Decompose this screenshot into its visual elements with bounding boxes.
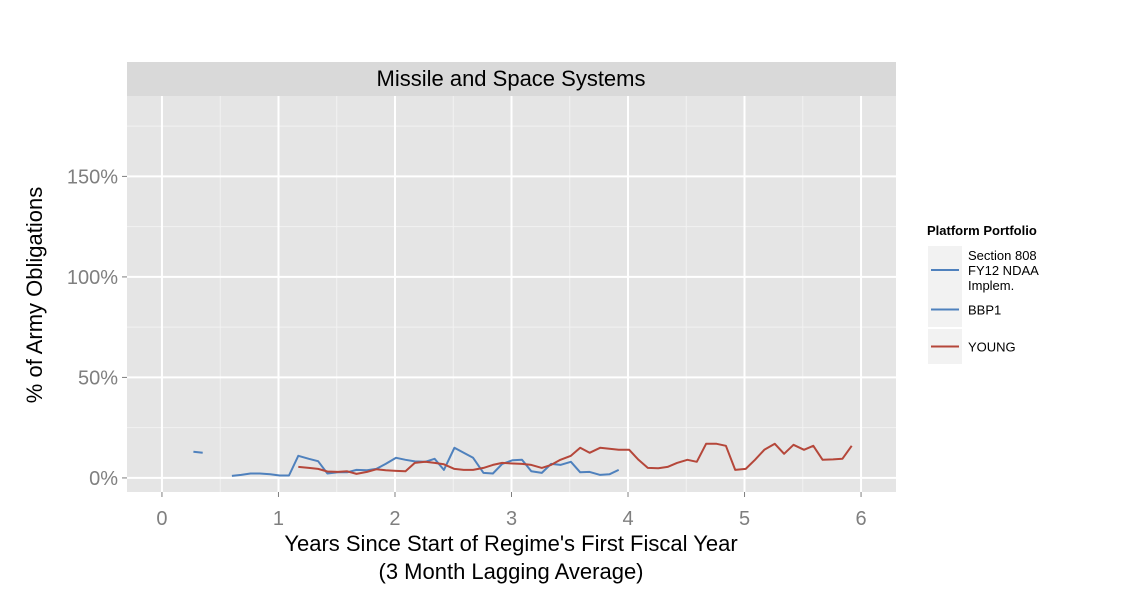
y-axis-title: % of Army Obligations xyxy=(22,187,47,403)
x-axis-title-line-2: (3 Month Lagging Average) xyxy=(379,559,644,584)
y-tick-label: 150% xyxy=(67,166,118,188)
major-gridlines xyxy=(127,96,896,492)
x-tick-label: 0 xyxy=(156,508,167,530)
y-tick-label: 0% xyxy=(89,468,118,490)
series-line-3 xyxy=(298,442,853,475)
x-tick-label: 3 xyxy=(506,508,517,530)
x-tick-label: 6 xyxy=(855,508,866,530)
chart-title: Missile and Space Systems xyxy=(377,66,646,91)
legend-label: FY12 NDAA xyxy=(968,263,1039,278)
y-axis: 0% 50% 100% 150% xyxy=(67,166,127,490)
facet-strip xyxy=(127,62,896,96)
legend-label: BBP1 xyxy=(968,303,1001,318)
legend-label: YOUNG xyxy=(968,340,1016,355)
series-line-1 xyxy=(193,450,203,454)
legend-title: Platform Portfolio xyxy=(927,223,1037,238)
x-axis-title-line-1: Years Since Start of Regime's First Fisc… xyxy=(284,531,737,556)
legend-label: Implem. xyxy=(968,278,1014,293)
x-tick-label: 5 xyxy=(739,508,750,530)
series-lines xyxy=(193,442,853,477)
x-tick-label: 4 xyxy=(622,508,633,530)
x-tick-label: 1 xyxy=(273,508,284,530)
x-tick-label: 2 xyxy=(389,508,400,530)
y-tick-label: 50% xyxy=(78,367,118,389)
legend-label: Section 808 xyxy=(968,248,1037,263)
y-tick-label: 100% xyxy=(67,267,118,289)
x-axis: 0 1 2 3 4 5 6 xyxy=(156,492,867,530)
